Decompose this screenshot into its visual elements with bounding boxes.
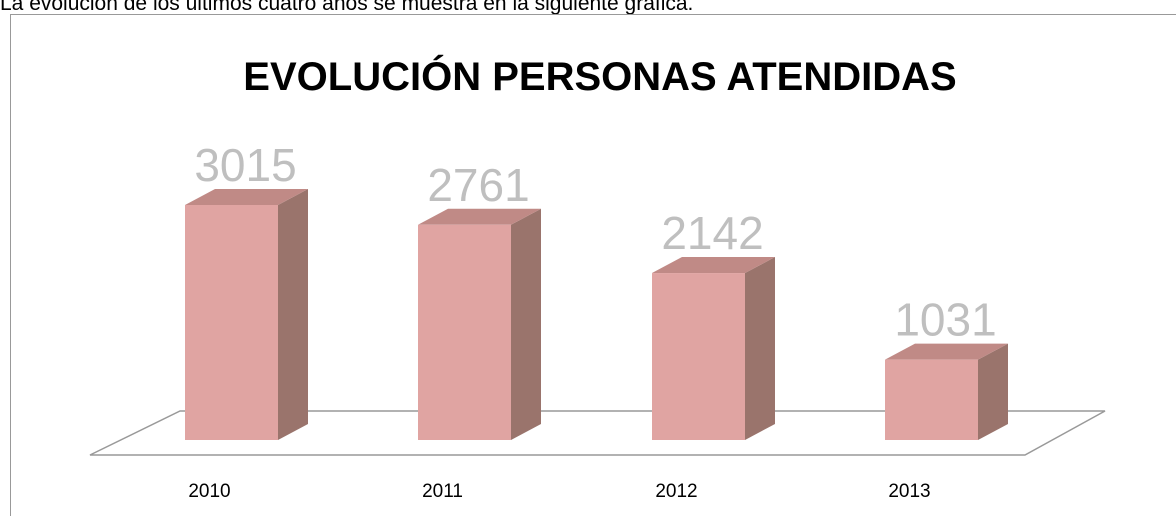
bar <box>418 225 511 440</box>
bar <box>885 360 978 440</box>
x-tick-label: 2010 <box>188 481 230 502</box>
bar <box>185 205 278 440</box>
data-label: 3015 <box>194 139 296 191</box>
intro-text: La evolución de los últimos cuatro años … <box>0 0 693 15</box>
bar-side <box>978 344 1008 440</box>
data-label: 2142 <box>661 207 763 259</box>
chart-title: EVOLUCIÓN PERSONAS ATENDIDAS <box>243 53 956 99</box>
x-tick-label: 2011 <box>422 481 463 502</box>
data-label: 1031 <box>894 294 996 346</box>
x-tick-label: 2012 <box>655 481 697 502</box>
x-tick-label: 2013 <box>888 481 930 502</box>
data-label: 2761 <box>427 159 529 211</box>
bar-side <box>511 209 541 440</box>
bar-side <box>278 189 308 440</box>
bar-side <box>745 257 775 440</box>
bar <box>652 273 745 440</box>
